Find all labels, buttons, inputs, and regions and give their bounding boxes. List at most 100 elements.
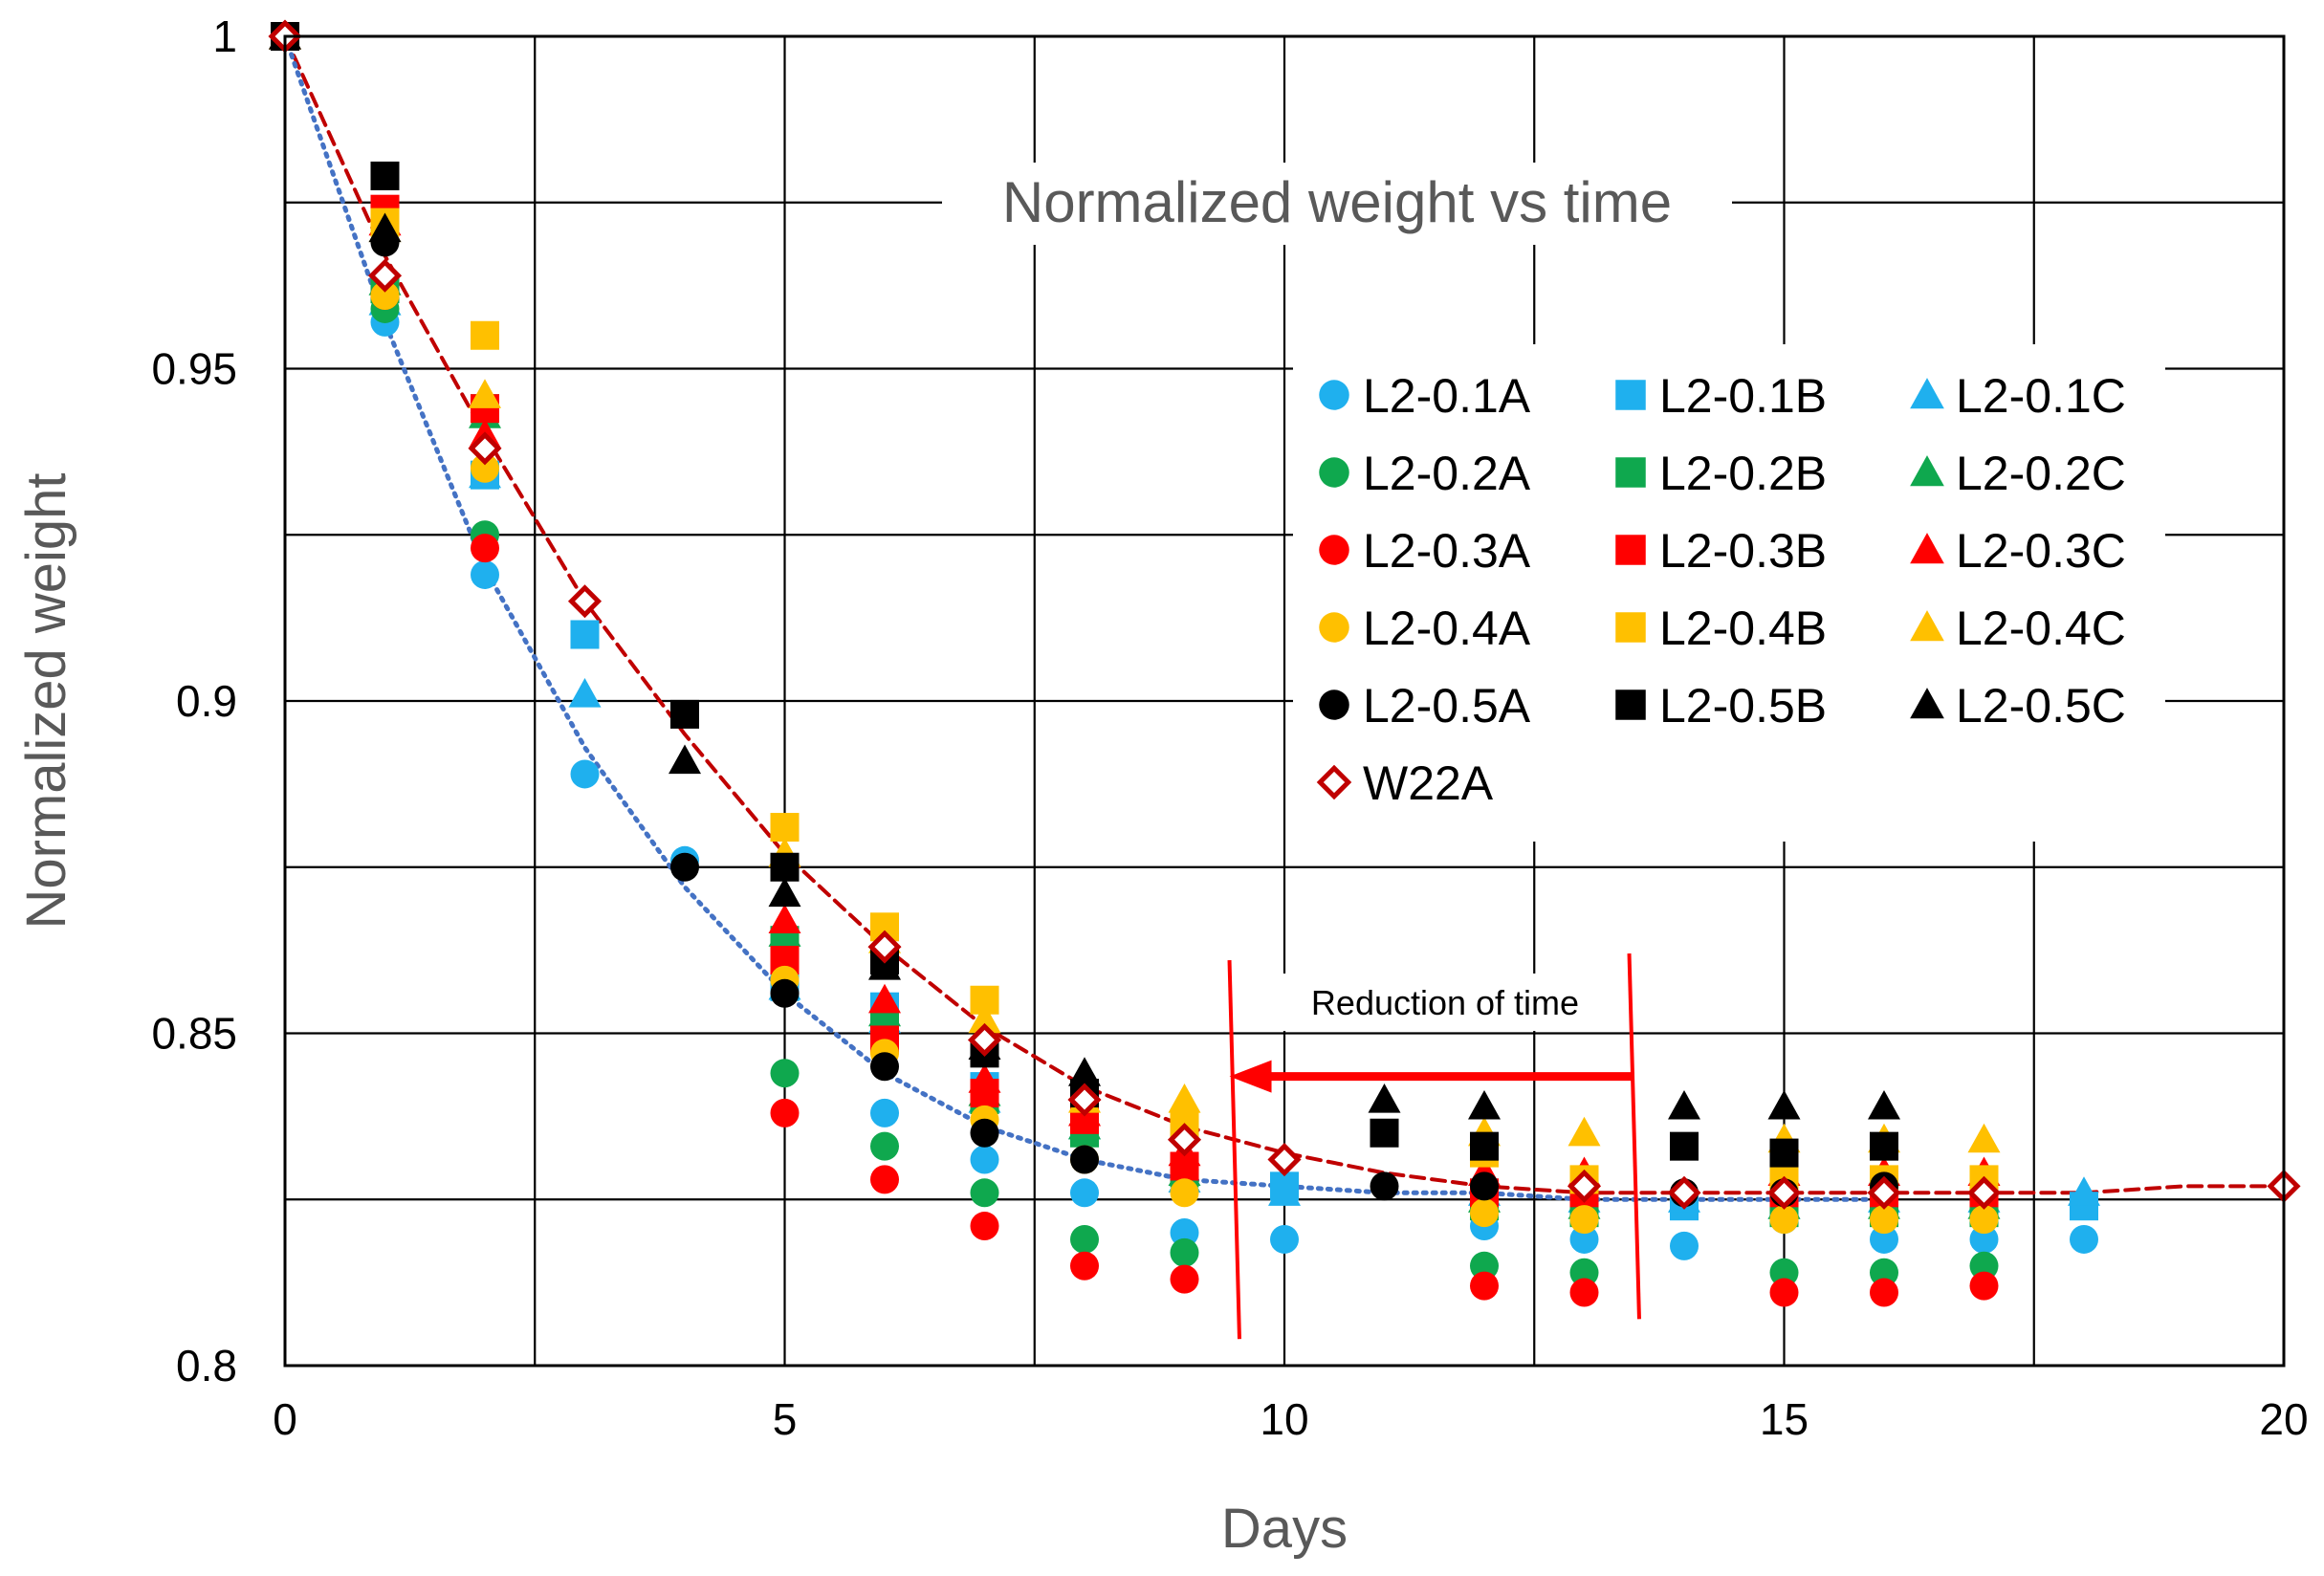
data-point-w22a <box>567 584 603 619</box>
data-point-l2-0-1a <box>570 759 600 789</box>
data-point-l2-0-1a <box>1270 1224 1299 1254</box>
legend-marker-l2-0-5b <box>1615 690 1646 720</box>
legend-marker-l2-0-4a <box>1319 612 1349 643</box>
data-point-w22a <box>1267 1143 1302 1177</box>
data-point-l2-0-3c <box>768 904 801 933</box>
data-point-l2-0-3a <box>1569 1278 1599 1307</box>
legend-label-l2-0-5c: L2-0.5C <box>1956 679 2126 733</box>
data-point-l2-0-4b <box>770 813 800 843</box>
data-points <box>268 19 2301 1307</box>
data-point-l2-0-5a <box>770 978 800 1008</box>
data-point-l2-0-1c <box>1268 1176 1301 1206</box>
legend-label-l2-0-3c: L2-0.3C <box>1956 524 2126 578</box>
legend-label-l2-0-2a: L2-0.2A <box>1363 447 1531 500</box>
legend-label-l2-0-1a: L2-0.1A <box>1363 369 1531 423</box>
y-tick-label: 0.9 <box>176 676 237 726</box>
data-point-l2-0-1a <box>1170 1218 1199 1247</box>
data-point-w22a <box>468 431 502 466</box>
data-point-l2-0-5b <box>1670 1131 1699 1161</box>
data-point-l2-0-3a <box>1470 1271 1499 1301</box>
y-tick-label: 0.8 <box>176 1341 237 1390</box>
data-point-l2-0-3a <box>970 1212 999 1241</box>
data-point-l2-0-5b <box>770 852 800 882</box>
data-point-l2-0-5a <box>1370 1171 1399 1201</box>
annotation-label-background <box>1270 974 1620 1031</box>
chart-title: Normalized weight vs time <box>1002 170 1672 234</box>
data-point-l2-0-4b <box>471 320 499 350</box>
legend-marker-l2-0-5c <box>1910 688 1944 719</box>
annotation-label: Reduction of time <box>1311 983 1579 1022</box>
plot-area-border <box>283 34 2286 1368</box>
data-point-l2-0-4a <box>1769 1205 1799 1235</box>
data-point-l2-0-1c <box>568 678 602 708</box>
data-point-l2-0-5a <box>970 1118 999 1148</box>
data-point-l2-0-5a <box>1070 1145 1099 1174</box>
data-point-l2-0-2a <box>1070 1224 1099 1254</box>
legend-label-l2-0-4b: L2-0.4B <box>1659 602 1827 655</box>
data-point-l2-0-5c <box>1868 1089 1900 1120</box>
legend-marker-w22a <box>1316 764 1352 800</box>
data-point-l2-0-1a <box>2070 1224 2098 1254</box>
annotation-arrow-head <box>1229 1060 1272 1093</box>
legend-label-l2-0-5b: L2-0.5B <box>1659 679 1827 733</box>
y-tick-label: 0.85 <box>151 1009 237 1059</box>
data-point-l2-0-5c <box>1468 1089 1501 1120</box>
data-point-w22a <box>1867 1175 1901 1210</box>
data-point-l2-0-4c <box>1168 1084 1201 1113</box>
data-point-w22a <box>367 258 403 293</box>
data-point-l2-0-3a <box>1870 1278 1898 1307</box>
legend-label-l2-0-3b: L2-0.3B <box>1659 524 1827 578</box>
data-point-w22a <box>1567 1169 1602 1203</box>
legend-marker-l2-0-5a <box>1319 690 1349 720</box>
legend-label-l2-0-2c: L2-0.2C <box>1956 447 2126 500</box>
data-point-l2-0-5a <box>670 852 699 882</box>
legend: L2-0.1A L2-0.1B L2-0.1C L2-0.2A L2-0.2B L2-0.… <box>1293 344 2165 842</box>
legend-marker-l2-0-1a <box>1319 380 1349 410</box>
data-point-l2-0-1b <box>570 620 600 649</box>
y-tick-label: 1 <box>212 11 237 61</box>
legend-background <box>1293 344 2165 842</box>
y-tick-label: 0.95 <box>151 344 237 394</box>
data-point-l2-0-5c <box>868 951 901 980</box>
legend-marker-l2-0-1c <box>1910 378 1944 409</box>
chart-title-background <box>942 163 1732 245</box>
data-point-l2-0-4a <box>370 281 400 311</box>
legend-label-l2-0-1b: L2-0.1B <box>1659 369 1827 423</box>
data-point-l2-0-5c <box>669 744 701 775</box>
data-point-l2-0-1c <box>2068 1176 2100 1206</box>
data-point-w22a <box>1167 1123 1202 1157</box>
data-point-l2-0-5b <box>1769 1138 1799 1168</box>
data-point-l2-0-5c <box>768 877 801 908</box>
data-point-l2-0-4a <box>1170 1178 1199 1208</box>
data-point-l2-0-4c <box>469 379 501 408</box>
legend-marker-l2-0-3a <box>1319 535 1349 565</box>
data-point-l2-0-4a <box>1870 1205 1898 1235</box>
data-point-l2-0-1a <box>1070 1178 1099 1208</box>
data-point-l2-0-4c <box>968 1003 1001 1034</box>
data-point-l2-0-3a <box>1769 1278 1799 1307</box>
annotation-right-bar <box>1627 953 1641 1320</box>
data-point-l2-0-3a <box>770 1098 800 1127</box>
data-point-l2-0-4c <box>1568 1116 1601 1147</box>
data-point-l2-0-4a <box>1569 1205 1599 1235</box>
data-point-l2-0-5a <box>870 1052 899 1082</box>
data-point-l2-0-2a <box>1969 1251 1999 1280</box>
data-point-l2-0-1a <box>970 1145 999 1174</box>
data-point-w22a <box>967 1022 1002 1057</box>
legend-label-l2-0-1c: L2-0.1C <box>1956 369 2126 423</box>
series-w22a <box>268 19 2301 1210</box>
data-point-l2-0-5c <box>1767 1089 1801 1120</box>
data-point-l2-0-3a <box>1170 1264 1199 1294</box>
data-point-l2-0-2a <box>1470 1251 1499 1280</box>
data-point-l2-0-5b <box>1470 1131 1499 1161</box>
data-point-l2-0-2a <box>1769 1258 1799 1287</box>
data-point-l2-0-3c <box>868 983 901 1014</box>
axis-ticks: 0 5 10 15 20 0.8 0.85 0.9 0.95 1 <box>151 11 2308 1444</box>
data-point-l2-0-1a <box>870 1098 899 1127</box>
legend-marker-l2-0-3c <box>1910 533 1944 564</box>
legend-label-l2-0-3a: L2-0.3A <box>1363 524 1531 578</box>
data-point-w22a <box>1067 1083 1102 1117</box>
data-point-l2-0-2a <box>970 1178 999 1208</box>
data-point-l2-0-1a <box>1569 1224 1599 1254</box>
